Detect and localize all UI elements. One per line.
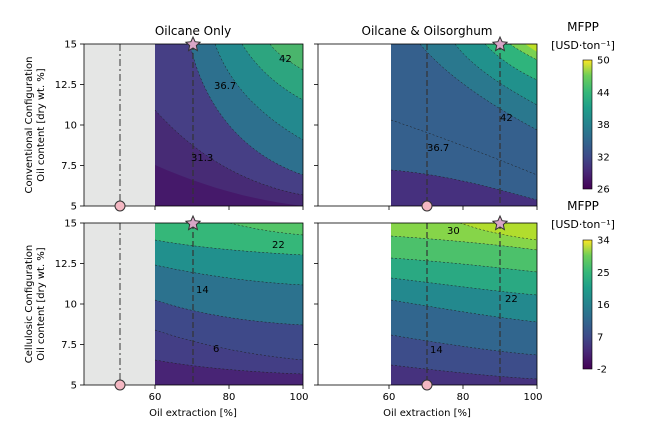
contour-label: 30 [447,226,460,237]
row-label-conventional-unit: Oil content [dry wt. %] [36,68,47,181]
y-tick-label: 10 [64,121,77,132]
x-tick-label: 80 [457,392,470,403]
y-tick-label: 10 [64,300,77,311]
contour-label: 36.7 [427,143,449,154]
row-label-cellulosic-unit: Oil content [dry wt. %] [36,247,47,360]
x-tick-label: 60 [383,392,396,403]
colorbar-title: MFPP [567,199,599,213]
colorbar-tick-label: 26 [597,185,610,196]
colorbar-tick-label: 25 [597,268,610,279]
contour-label: 22 [505,294,518,305]
x-tick-label: 60 [149,392,162,403]
contour-label: 31.3 [191,153,213,164]
x-tick-label: 80 [223,392,236,403]
contour-label: 22 [272,240,285,251]
y-tick-label: 7.5 [61,340,77,351]
colorbar-unit: [USD·ton⁻¹] [551,39,615,52]
colorbar-tick-label: 7 [597,332,603,343]
colorbar-tick-label: 32 [597,152,610,163]
contour-label: 36.7 [214,81,236,92]
panel-cellulosic-oilcane-only [83,222,304,386]
y-tick-label: 12.5 [55,80,77,91]
colorbar-title: MFPP [567,20,599,34]
baseline-marker [421,379,433,391]
column-title-oilcane-only: Oilcane Only [155,24,231,38]
y-axis-ticks [80,43,318,386]
contour-label: 42 [279,54,292,65]
markers [114,35,509,391]
panel-cellulosic-oilcane-oilsorghum [317,222,538,386]
baseline-marker [421,200,433,212]
x-axis-ticks [154,206,538,389]
panel-conventional-oilcane-oilsorghum [317,43,538,207]
colorbar-cellulosic: MFPP [USD·ton⁻¹] 34 25 16 7 -2 [551,199,615,376]
colorbar-gradient [582,239,593,370]
row-label-cellulosic: Cellulosic Configuration [24,245,35,363]
target-star-marker [184,214,202,231]
target-star-marker [184,35,202,52]
colorbar-conventional: MFPP [USD·ton⁻¹] 50 44 38 32 26 [551,20,615,196]
contour-label: 14 [430,345,443,356]
y-tick-label: 7.5 [61,161,77,172]
colorbar-gradient [582,59,593,190]
baseline-marker [114,379,126,391]
contour-label: 14 [196,285,209,296]
colorbar-tick-label: 38 [597,120,610,131]
y-tick-label: 12.5 [55,259,77,270]
column-title-oilcane-oilsorghum: Oilcane & Oilsorghum [362,24,493,38]
colorbar-tick-label: 16 [597,300,610,311]
x-tick-label: 100 [289,392,308,403]
y-tick-label: 15 [64,219,77,230]
contour-label: 42 [500,113,513,124]
colorbar-tick-label: -2 [597,365,607,376]
x-axis-label-left: Oil extraction [%] [149,408,237,419]
colorbar-tick-label: 50 [597,56,610,67]
baseline-marker [114,200,126,212]
row-label-conventional: Conventional Configuration [24,57,35,194]
y-tick-label: 5 [71,381,77,392]
colorbar-tick-label: 34 [597,236,610,247]
y-tick-label: 5 [71,202,77,213]
target-star-marker [491,214,509,231]
colorbar-unit: [USD·ton⁻¹] [551,218,615,231]
colorbar-tick-label: 44 [597,88,610,99]
y-tick-label: 15 [64,40,77,51]
x-axis-label-right: Oil extraction [%] [383,408,471,419]
contour-label: 6 [213,344,219,355]
target-star-marker [491,35,509,52]
x-tick-label: 100 [523,392,542,403]
panel-conventional-oilcane-only [83,43,304,207]
